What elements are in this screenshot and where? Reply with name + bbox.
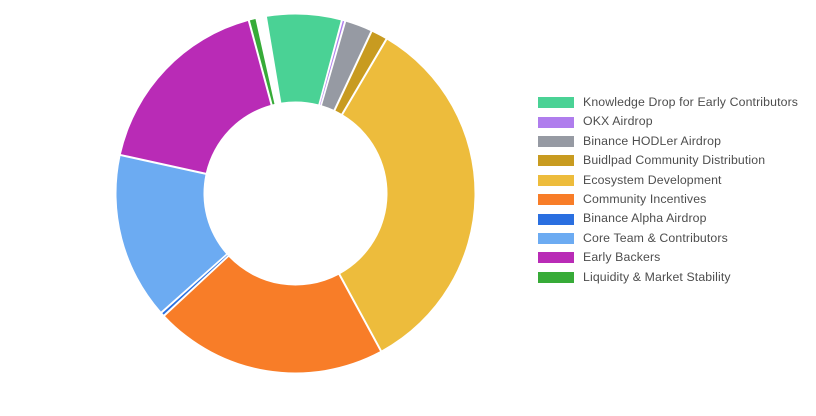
legend-swatch-icon (538, 116, 574, 128)
legend-item[interactable]: Buidlpad Community Distribution (538, 151, 808, 170)
donut-slice[interactable] (321, 21, 371, 110)
legend-item-label: Liquidity & Market Stability (583, 269, 731, 284)
donut-slice[interactable] (335, 31, 386, 114)
legend-item[interactable]: OKX Airdrop (538, 112, 808, 131)
legend-item[interactable]: Core Team & Contributors (538, 229, 808, 248)
legend-item-label: Ecosystem Development (583, 172, 722, 187)
donut-slice[interactable] (266, 14, 341, 105)
legend-item-label: Early Backers (583, 250, 661, 265)
donut-slice[interactable] (162, 255, 228, 315)
donut-slice[interactable] (319, 20, 345, 105)
donut-slice[interactable] (165, 256, 381, 373)
legend-item[interactable]: Early Backers (538, 248, 808, 267)
legend-item[interactable]: Binance Alpha Airdrop (538, 209, 808, 228)
legend-item-label: Binance HODLer Airdrop (583, 133, 722, 148)
donut-slices-group (116, 14, 475, 373)
legend-swatch-icon (538, 174, 574, 186)
legend-item[interactable]: Community Incentives (538, 190, 808, 209)
legend-item[interactable]: Binance HODLer Airdrop (538, 132, 808, 151)
legend-swatch-icon (538, 194, 574, 206)
legend-swatch-icon (538, 155, 574, 167)
legend-swatch-icon (538, 213, 574, 225)
legend-item[interactable]: Liquidity & Market Stability (538, 268, 808, 287)
legend-swatch-icon (538, 271, 574, 283)
legend-swatch-icon (538, 232, 574, 244)
donut-slice[interactable] (249, 19, 275, 105)
legend-item-label: Community Incentives (583, 191, 707, 206)
legend-item-label: Binance Alpha Airdrop (583, 211, 707, 226)
donut-slice[interactable] (120, 20, 271, 173)
donut-slice[interactable] (340, 39, 475, 351)
legend-item-label: Core Team & Contributors (583, 230, 728, 245)
legend-item-label: Buidlpad Community Distribution (583, 153, 766, 168)
chart-legend: Knowledge Drop for Early Contributors OKX… (538, 93, 808, 287)
legend-swatch-icon (538, 135, 574, 147)
donut-slice[interactable] (116, 156, 227, 312)
legend-item-label: Knowledge Drop for Early Contributors (583, 95, 799, 109)
legend-item[interactable]: Knowledge Drop for Early Contributors (538, 93, 808, 112)
legend-swatch-icon (538, 97, 574, 109)
legend-swatch-icon (538, 252, 574, 264)
legend-item[interactable]: Ecosystem Development (538, 171, 808, 190)
legend-item-label: OKX Airdrop (583, 114, 653, 129)
